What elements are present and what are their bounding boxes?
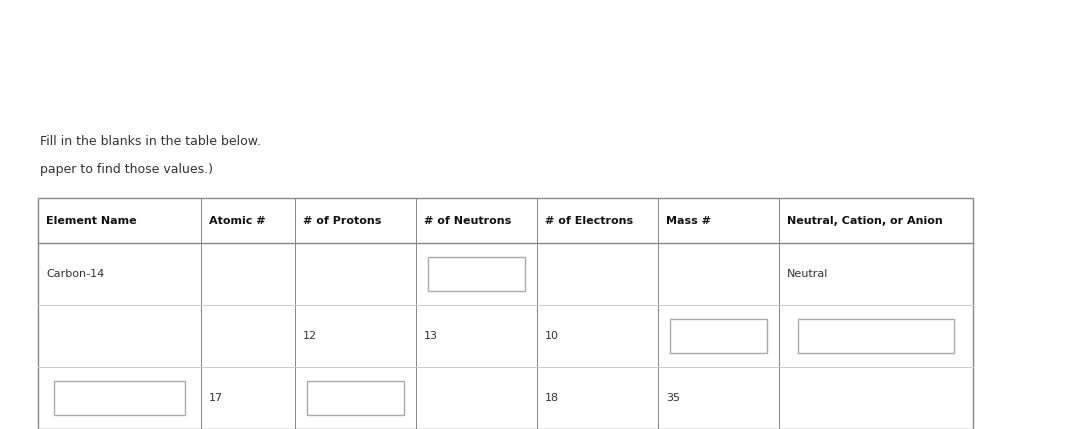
Text: 35: 35 — [666, 393, 680, 403]
Text: 10: 10 — [545, 331, 559, 341]
Bar — [38, 198, 973, 429]
Text: paper to find those values.): paper to find those values.) — [40, 163, 213, 176]
Bar — [428, 257, 525, 291]
Bar — [55, 381, 184, 415]
Text: Atomic #: Atomic # — [209, 215, 266, 226]
Text: # of Electrons: # of Electrons — [545, 215, 634, 226]
Text: 18: 18 — [545, 393, 560, 403]
Text: 13: 13 — [425, 331, 438, 341]
Text: # of Neutrons: # of Neutrons — [425, 215, 511, 226]
Text: 12: 12 — [303, 331, 317, 341]
Text: 17: 17 — [209, 393, 223, 403]
Bar — [799, 319, 954, 353]
Text: Mass #: Mass # — [666, 215, 711, 226]
Text: Neutral, Cation, or Anion: Neutral, Cation, or Anion — [787, 215, 942, 226]
Bar — [307, 381, 404, 415]
Bar — [670, 319, 766, 353]
Text: Element Name: Element Name — [46, 215, 136, 226]
Text: # of Protons: # of Protons — [303, 215, 382, 226]
Text: Fill in the blanks in the table below.: Fill in the blanks in the table below. — [40, 135, 260, 148]
Text: Neutral: Neutral — [787, 269, 829, 279]
Text: Carbon-14: Carbon-14 — [46, 269, 104, 279]
